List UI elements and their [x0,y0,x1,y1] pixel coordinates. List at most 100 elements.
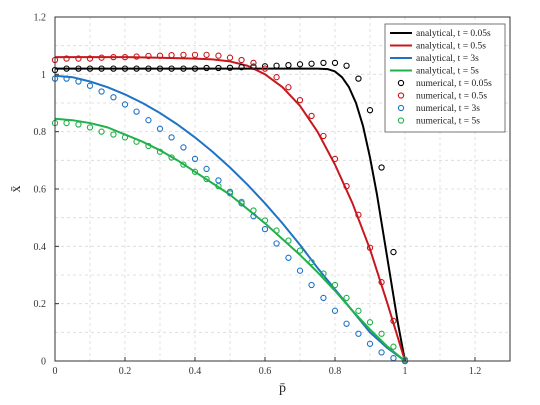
data-point [343,294,350,302]
data-point [296,96,304,104]
data-point [180,65,187,72]
data-point [343,182,350,190]
series-line [55,56,406,362]
data-point [366,340,374,347]
legend-marker-swatch [397,104,405,112]
data-point [273,62,280,69]
data-point [203,165,210,173]
data-point [390,343,397,350]
x-tick-label: 1.2 [469,366,482,377]
data-point [238,198,245,206]
data-point [75,55,82,62]
data-point [168,134,175,141]
data-point [215,52,222,59]
data-point [86,65,94,72]
data-point [331,281,339,289]
data-point [401,356,409,363]
x-tick-label: 1 [403,366,408,377]
data-point [378,279,385,286]
data-point [86,55,94,62]
data-point [308,60,315,67]
legend-label: numerical, t = 5s [416,117,480,127]
data-point [285,84,292,91]
data-point [296,247,304,254]
data-point [156,125,164,132]
data-point [121,134,129,141]
data-point [355,211,362,218]
data-point [331,59,339,67]
data-point [226,190,234,197]
data-point [250,207,257,214]
series-2 [55,56,406,362]
data-point [145,52,152,60]
data-point [308,281,315,289]
data-point [110,94,117,101]
data-point [215,64,222,72]
y-tick-label: 0 [41,357,46,368]
legend-marker-swatch [397,117,405,124]
x-tick-label: 0.4 [189,366,202,377]
data-point [110,131,117,138]
data-point [133,108,140,115]
ticks: 0 0.2 0.4 0.6 0.8 1 1.2 0 0.2 0.4 0.6 0.8 1 1.2 [34,13,482,378]
data-point [203,51,210,58]
data-point [390,317,397,325]
data-point [355,330,362,337]
data-point [343,62,350,69]
data-point [273,74,280,81]
data-point [273,227,280,234]
data-point [366,107,374,114]
data-point [285,254,292,261]
data-point [63,75,70,82]
data-point [98,54,105,61]
data-point [320,294,327,302]
data-point [343,320,350,327]
data-point [75,65,82,72]
series-8 [51,119,409,363]
data-point [180,161,187,168]
data-point [98,88,105,95]
series-layer [51,51,409,365]
x-tick-label: 0.8 [329,366,342,377]
data-point [145,65,152,72]
data-point [308,258,315,266]
x-tick-label: 0.6 [259,366,272,377]
data-point [378,330,385,337]
data-point [273,240,280,247]
data-point [145,117,152,124]
data-point [156,52,164,59]
data-point [308,112,315,120]
data-point [168,65,175,72]
data-point [191,155,199,163]
x-tick-label: 0 [53,366,58,377]
data-point [331,307,339,314]
data-point [156,148,164,155]
data-point [203,175,210,183]
data-point [285,62,292,69]
legend-box [384,23,506,133]
legend-label: analytical, t = 0.5s [416,42,486,52]
data-point [320,59,327,67]
data-point [133,65,140,72]
data-point [121,65,129,72]
data-point [261,225,269,233]
data-point [285,237,292,244]
data-point [110,53,117,61]
x-tick-label: 0.2 [119,366,132,377]
data-point [133,53,140,60]
data-point [250,63,257,70]
data-point [203,64,210,72]
data-point [296,267,304,274]
legend-label: numerical, t = 0.05s [416,79,492,89]
y-tick-label: 0.8 [34,127,47,138]
y-tick-label: 0.6 [34,185,47,196]
y-tick-label: 1.2 [34,13,47,24]
y-tick-label: 1 [41,70,46,81]
data-point [390,248,397,256]
legend-label: analytical, t = 5s [416,67,479,77]
series-6 [51,51,409,365]
data-point [261,217,269,224]
data-point [320,132,327,140]
data-point [86,124,94,131]
data-point [238,56,245,64]
